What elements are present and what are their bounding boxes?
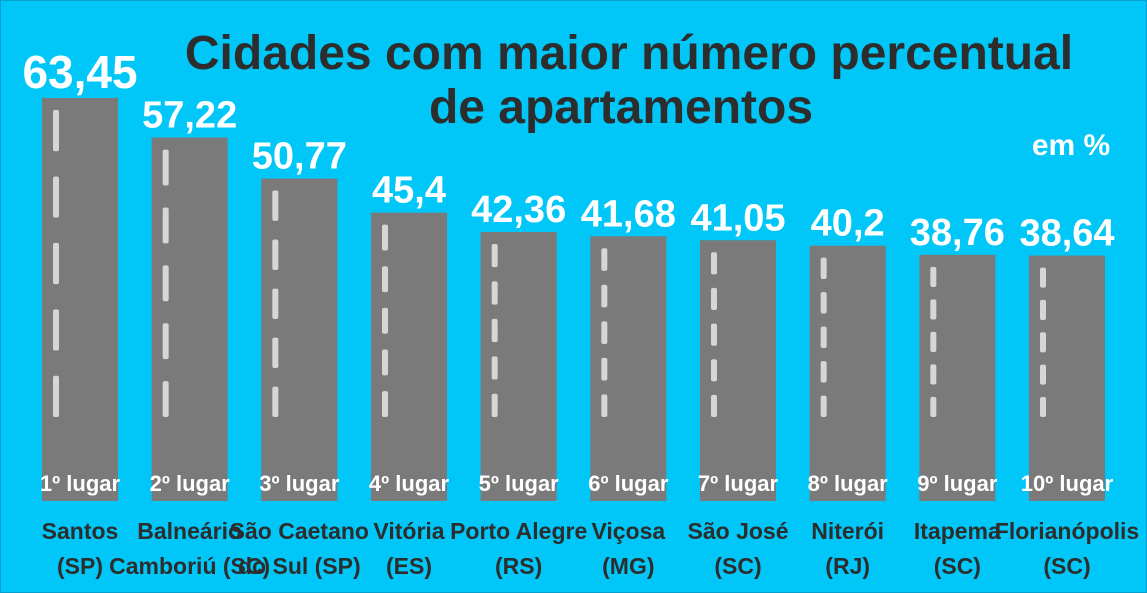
bar-2-dash-3 xyxy=(162,265,169,302)
bar-4-dash-3 xyxy=(382,307,388,334)
bar-7-dash-4 xyxy=(711,359,717,382)
rank-label-9: 9º lugar xyxy=(917,471,998,496)
bar-6-dash-4 xyxy=(601,357,608,381)
value-label-7: 41,05 xyxy=(690,197,785,239)
bar-8-dash-5 xyxy=(820,395,827,417)
bar-1-dash-5 xyxy=(53,375,59,417)
city-label-1-line-1: Santos xyxy=(42,518,119,544)
value-label-3: 50,77 xyxy=(252,136,347,178)
bar-3-dash-5 xyxy=(272,386,279,417)
bar-10-dash-1 xyxy=(1040,267,1046,288)
bar-7-dash-5 xyxy=(711,394,717,417)
rank-label-3: 3º lugar xyxy=(259,471,340,496)
unit-label: em % xyxy=(1032,129,1110,162)
bar-8-dash-1 xyxy=(820,257,827,280)
bar-3-dash-1 xyxy=(272,190,279,221)
city-label-3-line-2: do Sul (SP) xyxy=(238,553,361,579)
bar-1-dash-2 xyxy=(53,176,59,218)
city-label-7-line-1: São José xyxy=(688,518,789,544)
rank-label-5: 5º lugar xyxy=(479,471,560,496)
bar-5-dash-2 xyxy=(491,281,498,305)
rank-label-1: 1º lugar xyxy=(40,471,121,496)
city-label-3-line-1: São Caetano xyxy=(230,518,369,544)
rank-label-7: 7º lugar xyxy=(698,471,779,496)
city-label-7-line-2: (SC) xyxy=(714,553,761,579)
bar-10-dash-2 xyxy=(1040,299,1046,320)
value-label-6: 41,68 xyxy=(581,193,676,235)
bar-1-dash-1 xyxy=(53,110,59,152)
city-label-10-line-1: Florianópolis xyxy=(995,518,1139,544)
bar-10-dash-5 xyxy=(1040,396,1046,417)
bar-8-dash-3 xyxy=(820,326,827,349)
rank-label-8: 8º lugar xyxy=(808,471,889,496)
bar-5-dash-3 xyxy=(491,318,498,343)
bar-3-dash-2 xyxy=(272,239,279,270)
bar-5-dash-5 xyxy=(491,393,498,417)
city-label-9-line-2: (SC) xyxy=(934,553,981,579)
bar-10-dash-4 xyxy=(1040,364,1046,385)
bar-6-dash-3 xyxy=(601,321,608,344)
bar-4-dash-4 xyxy=(382,349,388,376)
bars-group: 63,45 1º lugar Santos (SP) 57,22 2º lugar Baln… xyxy=(22,46,1139,579)
city-label-9-line-1: Itapema xyxy=(914,518,1001,544)
bar-9-dash-2 xyxy=(930,299,937,320)
bar-9-dash-3 xyxy=(930,331,937,352)
bar-3-dash-4 xyxy=(272,337,279,368)
bar-6-dash-1 xyxy=(601,248,608,271)
city-label-2-line-2: Camboriú (SC) xyxy=(109,553,270,579)
bar-6-dash-5 xyxy=(601,394,608,417)
city-label-8-line-2: (RJ) xyxy=(825,553,870,579)
bar-2-dash-5 xyxy=(162,381,169,417)
city-label-5-line-2: (RS) xyxy=(495,553,542,579)
bar-2 xyxy=(151,137,228,501)
bar-9-dash-5 xyxy=(930,396,937,417)
bar-4-dash-5 xyxy=(382,391,388,417)
bar-5-dash-1 xyxy=(491,243,498,268)
rank-label-6: 6º lugar xyxy=(588,471,669,496)
bar-4-dash-1 xyxy=(382,224,388,251)
city-label-8-line-1: Niterói xyxy=(811,518,884,544)
value-label-5: 42,36 xyxy=(471,189,566,231)
city-label-1-line-2: (SP) xyxy=(57,553,103,579)
value-label-9: 38,76 xyxy=(910,212,1005,254)
value-label-4: 45,4 xyxy=(372,170,446,212)
bar-8-dash-4 xyxy=(820,361,827,383)
value-label-8: 40,2 xyxy=(811,203,885,245)
rank-label-4: 4º lugar xyxy=(369,471,450,496)
value-label-1: 63,45 xyxy=(22,46,137,98)
bar-7-dash-2 xyxy=(711,287,717,311)
chart-title-line-1: Cidades com maior número percentual xyxy=(185,27,1073,80)
value-label-10: 38,64 xyxy=(1019,213,1114,255)
bar-1 xyxy=(42,98,118,501)
city-label-2-line-1: Balneário xyxy=(137,518,242,544)
city-label-6-line-1: Viçosa xyxy=(591,518,665,544)
bar-2-dash-4 xyxy=(162,323,169,360)
chart-title-line-2: de apartamentos xyxy=(429,81,813,134)
city-label-4-line-2: (ES) xyxy=(386,553,432,579)
city-label-4-line-1: Vitória xyxy=(373,518,444,544)
city-label-10-line-2: (SC) xyxy=(1043,553,1090,579)
city-label-5-line-1: Porto Alegre xyxy=(450,518,587,544)
bar-2-dash-1 xyxy=(162,149,169,186)
bar-8-dash-2 xyxy=(820,292,827,314)
bar-9-dash-1 xyxy=(930,266,937,287)
value-label-2: 57,22 xyxy=(142,95,237,137)
bar-6-dash-2 xyxy=(601,284,608,308)
rank-label-2: 2º lugar xyxy=(150,471,231,496)
bar-4-dash-2 xyxy=(382,266,388,293)
bar-7-dash-1 xyxy=(711,252,717,275)
bar-9-dash-4 xyxy=(930,364,937,385)
bar-10-dash-3 xyxy=(1040,332,1046,353)
bar-2-dash-2 xyxy=(162,207,169,244)
rank-label-10: 10º lugar xyxy=(1021,471,1114,496)
bar-1-dash-3 xyxy=(53,242,59,285)
bar-7-dash-3 xyxy=(711,323,717,346)
bar-1-dash-4 xyxy=(53,309,59,351)
bar-5-dash-4 xyxy=(491,356,498,380)
city-label-6-line-2: (MG) xyxy=(602,553,654,579)
bar-3-dash-3 xyxy=(272,288,279,319)
